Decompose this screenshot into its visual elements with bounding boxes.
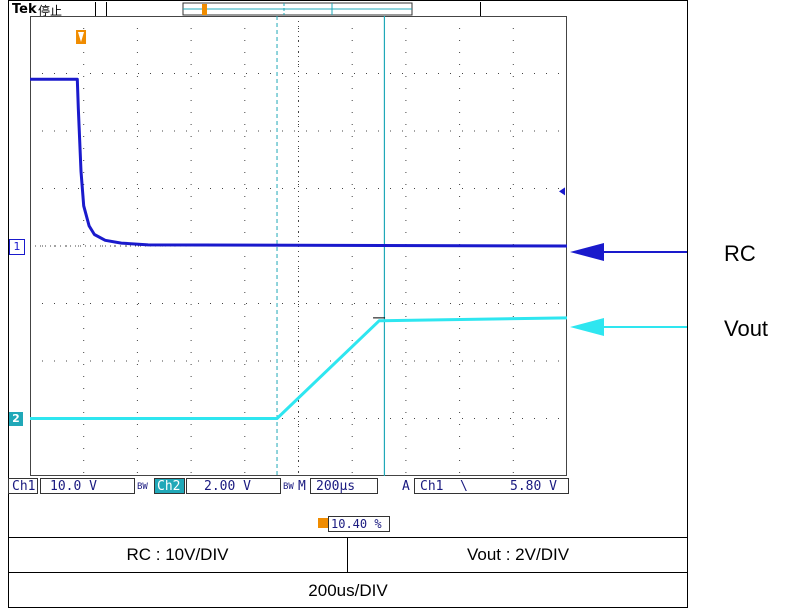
timebase-cell: 200us/DIV (8, 572, 688, 608)
trigger-mode: A (402, 479, 410, 494)
status-bar: Tek 停止 (10, 2, 687, 18)
vout-arrow (570, 318, 687, 336)
rc-arrow (570, 243, 687, 261)
trigger-position-icon (318, 518, 328, 528)
ch2-label: Ch2 (157, 479, 181, 494)
rc-label: RC (724, 241, 756, 266)
ch1-ground-marker: 1 (9, 239, 25, 255)
trigger-slope-icon: \ (460, 479, 468, 494)
oscilloscope-display (30, 16, 567, 476)
ch2-ground-marker: 2 (9, 411, 23, 426)
ch2-scale: 2.00 V (204, 479, 251, 494)
trigger-marker-glyph (78, 32, 85, 42)
vout-trace (30, 316, 567, 420)
vout-label: Vout (724, 316, 769, 341)
bandwidth-limit-icon-2: BW (283, 482, 294, 492)
timebase-scale: 200μs (316, 479, 356, 494)
rc-scale-cell: RC : 10V/DIV (8, 538, 348, 572)
ch1-scale: 10.0 V (50, 479, 97, 494)
trigger-level-arrow-icon (559, 187, 565, 196)
record-position-indicator (182, 2, 413, 16)
scope-frame (8, 0, 688, 608)
ch1-label: Ch1 (12, 479, 36, 494)
scale-table: RC : 10V/DIV Vout : 2V/DIV 200us/DIV (8, 537, 688, 608)
scale-readout: Ch1 10.0 V BW Ch2 2.00 V BW M 200μs A Ch… (8, 477, 687, 497)
timebase-label: M (298, 479, 306, 494)
trigger-position-box (328, 516, 390, 532)
vout-scale-cell: Vout : 2V/DIV (466, 545, 570, 564)
trigger-source: Ch1 (420, 479, 444, 494)
rc-trace (30, 77, 567, 248)
bandwidth-limit-icon: BW (137, 482, 148, 492)
tek-logo: Tek (12, 2, 37, 17)
trigger-position: 10.40 % (331, 517, 382, 531)
acquisition-state: 停止 (38, 4, 63, 18)
trigger-level: 5.80 V (510, 479, 557, 494)
